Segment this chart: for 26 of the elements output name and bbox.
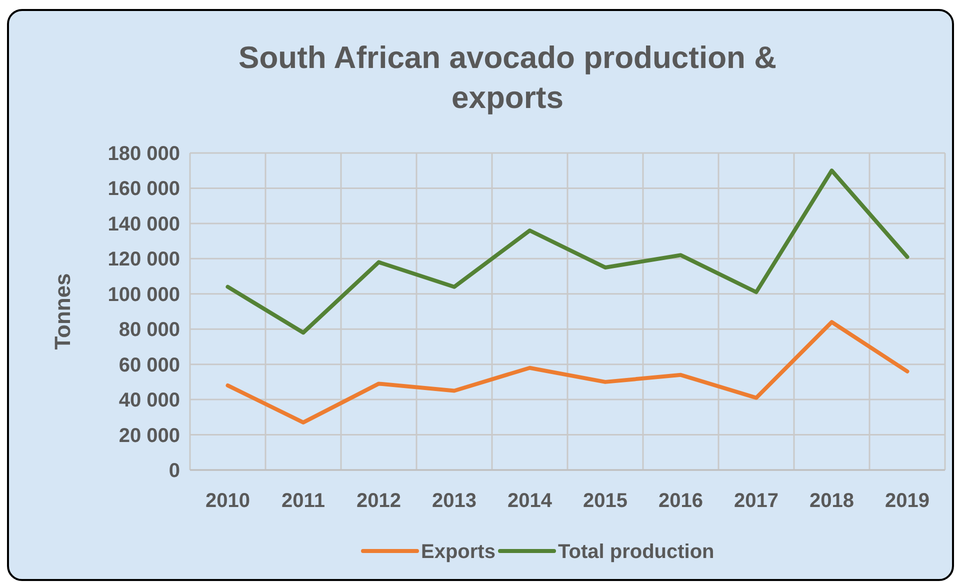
legend-label: Exports — [421, 541, 496, 563]
y-axis-title: Tonnes — [50, 273, 75, 350]
y-tick-label: 80 000 — [118, 319, 180, 342]
x-tick-label: 2013 — [432, 490, 476, 512]
x-tick-label: 2014 — [508, 490, 553, 512]
x-tick-label: 2015 — [583, 490, 628, 512]
y-tick-label: 160 000 — [108, 178, 180, 200]
y-tick-label: 40 000 — [118, 390, 180, 412]
y-tick-label: 120 000 — [108, 248, 180, 271]
y-tick-label: 20 000 — [118, 424, 180, 447]
chart-title: South African avocado production & exports — [238, 40, 776, 115]
x-tick-label: 2010 — [206, 490, 250, 512]
y-tick-label: 100 000 — [108, 284, 180, 306]
x-tick-label: 2019 — [885, 490, 930, 512]
x-tick-label: 2018 — [810, 490, 854, 512]
y-tick-label: 180 000 — [108, 143, 180, 165]
line-series — [226, 168, 910, 335]
x-tick-label: 2011 — [282, 490, 325, 512]
line-series — [226, 320, 910, 424]
y-tick-label: 140 000 — [108, 213, 180, 236]
x-tick-label: 2017 — [734, 490, 778, 512]
x-tick-label: 2012 — [356, 490, 401, 512]
y-tick-label: 60 000 — [118, 354, 180, 376]
y-tick-label: 0 — [168, 460, 180, 482]
legend-label: Total production — [558, 541, 714, 563]
x-tick-label: 2016 — [658, 490, 703, 512]
